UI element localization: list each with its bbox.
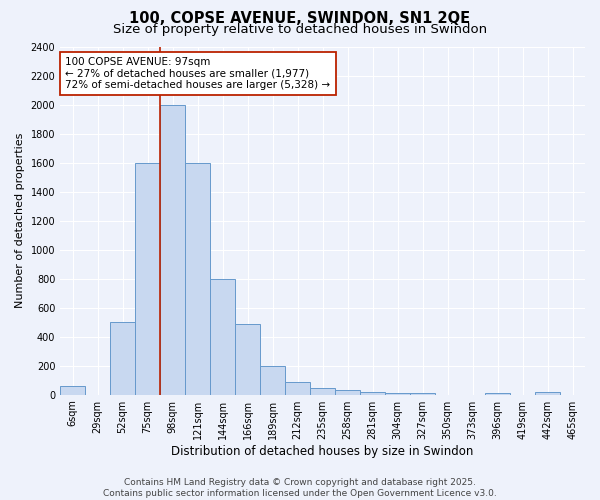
Bar [160, 104, 185, 395]
Bar [110, 322, 135, 394]
X-axis label: Distribution of detached houses by size in Swindon: Distribution of detached houses by size … [172, 444, 474, 458]
Bar [535, 392, 560, 394]
Bar [235, 324, 260, 394]
Bar [335, 390, 360, 394]
Bar [285, 382, 310, 394]
Bar [310, 388, 335, 394]
Bar [360, 392, 385, 394]
Bar [135, 162, 160, 394]
Bar [260, 366, 285, 394]
Y-axis label: Number of detached properties: Number of detached properties [15, 133, 25, 308]
Bar [210, 278, 235, 394]
Bar [185, 162, 210, 394]
Bar [60, 386, 85, 394]
Text: 100 COPSE AVENUE: 97sqm
← 27% of detached houses are smaller (1,977)
72% of semi: 100 COPSE AVENUE: 97sqm ← 27% of detache… [65, 57, 331, 90]
Text: Size of property relative to detached houses in Swindon: Size of property relative to detached ho… [113, 22, 487, 36]
Text: 100, COPSE AVENUE, SWINDON, SN1 2QE: 100, COPSE AVENUE, SWINDON, SN1 2QE [130, 11, 470, 26]
Text: Contains HM Land Registry data © Crown copyright and database right 2025.
Contai: Contains HM Land Registry data © Crown c… [103, 478, 497, 498]
